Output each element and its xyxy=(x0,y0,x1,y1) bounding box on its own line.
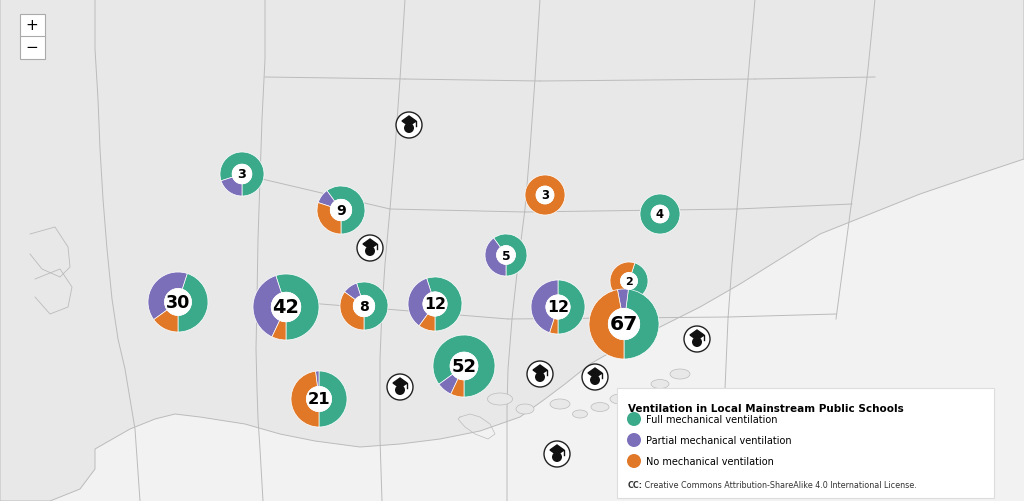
Text: 2: 2 xyxy=(625,277,633,287)
Wedge shape xyxy=(327,187,365,234)
Text: 4: 4 xyxy=(656,208,664,221)
Polygon shape xyxy=(534,365,547,375)
Circle shape xyxy=(627,454,641,468)
Text: CC:: CC: xyxy=(628,480,643,489)
Wedge shape xyxy=(345,284,360,300)
Circle shape xyxy=(404,124,414,134)
Circle shape xyxy=(527,361,553,387)
Wedge shape xyxy=(525,176,565,215)
Wedge shape xyxy=(558,281,585,334)
Circle shape xyxy=(582,364,608,390)
Circle shape xyxy=(590,375,600,385)
Circle shape xyxy=(423,292,447,317)
Circle shape xyxy=(544,441,570,467)
Wedge shape xyxy=(427,278,462,331)
Wedge shape xyxy=(485,238,506,277)
Wedge shape xyxy=(640,194,680,234)
Text: 67: 67 xyxy=(610,315,638,334)
Circle shape xyxy=(353,296,375,317)
Circle shape xyxy=(451,352,478,380)
Ellipse shape xyxy=(633,390,647,398)
Wedge shape xyxy=(624,290,659,359)
Circle shape xyxy=(608,309,640,340)
Wedge shape xyxy=(433,335,495,397)
Wedge shape xyxy=(494,234,527,277)
Wedge shape xyxy=(272,321,286,340)
Wedge shape xyxy=(318,191,335,207)
Wedge shape xyxy=(589,290,624,359)
Text: 42: 42 xyxy=(272,298,299,317)
Polygon shape xyxy=(362,239,377,249)
Text: Partial mechanical ventilation: Partial mechanical ventilation xyxy=(646,435,792,445)
Circle shape xyxy=(627,433,641,447)
Circle shape xyxy=(536,187,554,204)
Circle shape xyxy=(232,165,252,184)
Wedge shape xyxy=(531,281,558,333)
Wedge shape xyxy=(253,276,282,337)
Wedge shape xyxy=(148,273,187,320)
FancyBboxPatch shape xyxy=(19,15,44,38)
Text: Ventilation in Local Mainstream Public Schools: Ventilation in Local Mainstream Public S… xyxy=(628,403,904,413)
Wedge shape xyxy=(340,292,364,330)
Polygon shape xyxy=(35,270,72,314)
Circle shape xyxy=(387,374,413,400)
Wedge shape xyxy=(419,314,435,331)
Wedge shape xyxy=(317,203,341,234)
Text: No mechanical ventilation: No mechanical ventilation xyxy=(646,456,774,466)
Wedge shape xyxy=(617,290,629,309)
Circle shape xyxy=(396,113,422,139)
Text: +: + xyxy=(26,19,38,34)
Wedge shape xyxy=(439,374,458,394)
Circle shape xyxy=(271,293,301,322)
Ellipse shape xyxy=(670,369,690,379)
Polygon shape xyxy=(690,330,705,340)
Polygon shape xyxy=(30,227,70,278)
Wedge shape xyxy=(220,153,264,196)
Polygon shape xyxy=(402,117,416,127)
Text: 8: 8 xyxy=(359,300,369,313)
Wedge shape xyxy=(451,379,464,397)
Circle shape xyxy=(535,372,545,382)
Ellipse shape xyxy=(651,380,669,389)
Circle shape xyxy=(621,273,638,290)
Text: 30: 30 xyxy=(166,294,190,312)
Circle shape xyxy=(330,200,352,221)
Text: 12: 12 xyxy=(547,300,569,315)
Ellipse shape xyxy=(550,399,570,409)
Circle shape xyxy=(546,295,570,320)
Polygon shape xyxy=(393,378,407,388)
Text: 9: 9 xyxy=(336,203,346,217)
Text: −: − xyxy=(26,41,38,56)
Ellipse shape xyxy=(516,404,534,414)
Circle shape xyxy=(552,452,562,462)
Circle shape xyxy=(306,387,332,412)
Wedge shape xyxy=(315,371,319,387)
Ellipse shape xyxy=(591,403,609,412)
FancyBboxPatch shape xyxy=(617,388,994,498)
Wedge shape xyxy=(550,319,558,334)
Wedge shape xyxy=(291,371,319,427)
Circle shape xyxy=(684,326,710,352)
Text: 3: 3 xyxy=(541,189,549,202)
Circle shape xyxy=(357,235,383,262)
Ellipse shape xyxy=(487,393,512,405)
Circle shape xyxy=(165,289,191,316)
Wedge shape xyxy=(178,274,208,332)
Text: 21: 21 xyxy=(307,392,331,407)
Circle shape xyxy=(365,246,375,257)
Text: 5: 5 xyxy=(502,249,510,262)
Circle shape xyxy=(692,337,702,347)
Text: Full mechanical ventilation: Full mechanical ventilation xyxy=(646,414,777,424)
Circle shape xyxy=(627,412,641,426)
Circle shape xyxy=(497,246,515,265)
Polygon shape xyxy=(588,368,602,378)
Polygon shape xyxy=(550,445,564,455)
Wedge shape xyxy=(319,371,347,427)
Text: Creative Commons Attribution-ShareAlike 4.0 International License.: Creative Commons Attribution-ShareAlike … xyxy=(642,480,916,489)
Text: 12: 12 xyxy=(424,297,446,312)
Wedge shape xyxy=(275,275,319,340)
Text: 3: 3 xyxy=(238,168,247,181)
Wedge shape xyxy=(610,263,635,301)
Wedge shape xyxy=(629,264,648,301)
